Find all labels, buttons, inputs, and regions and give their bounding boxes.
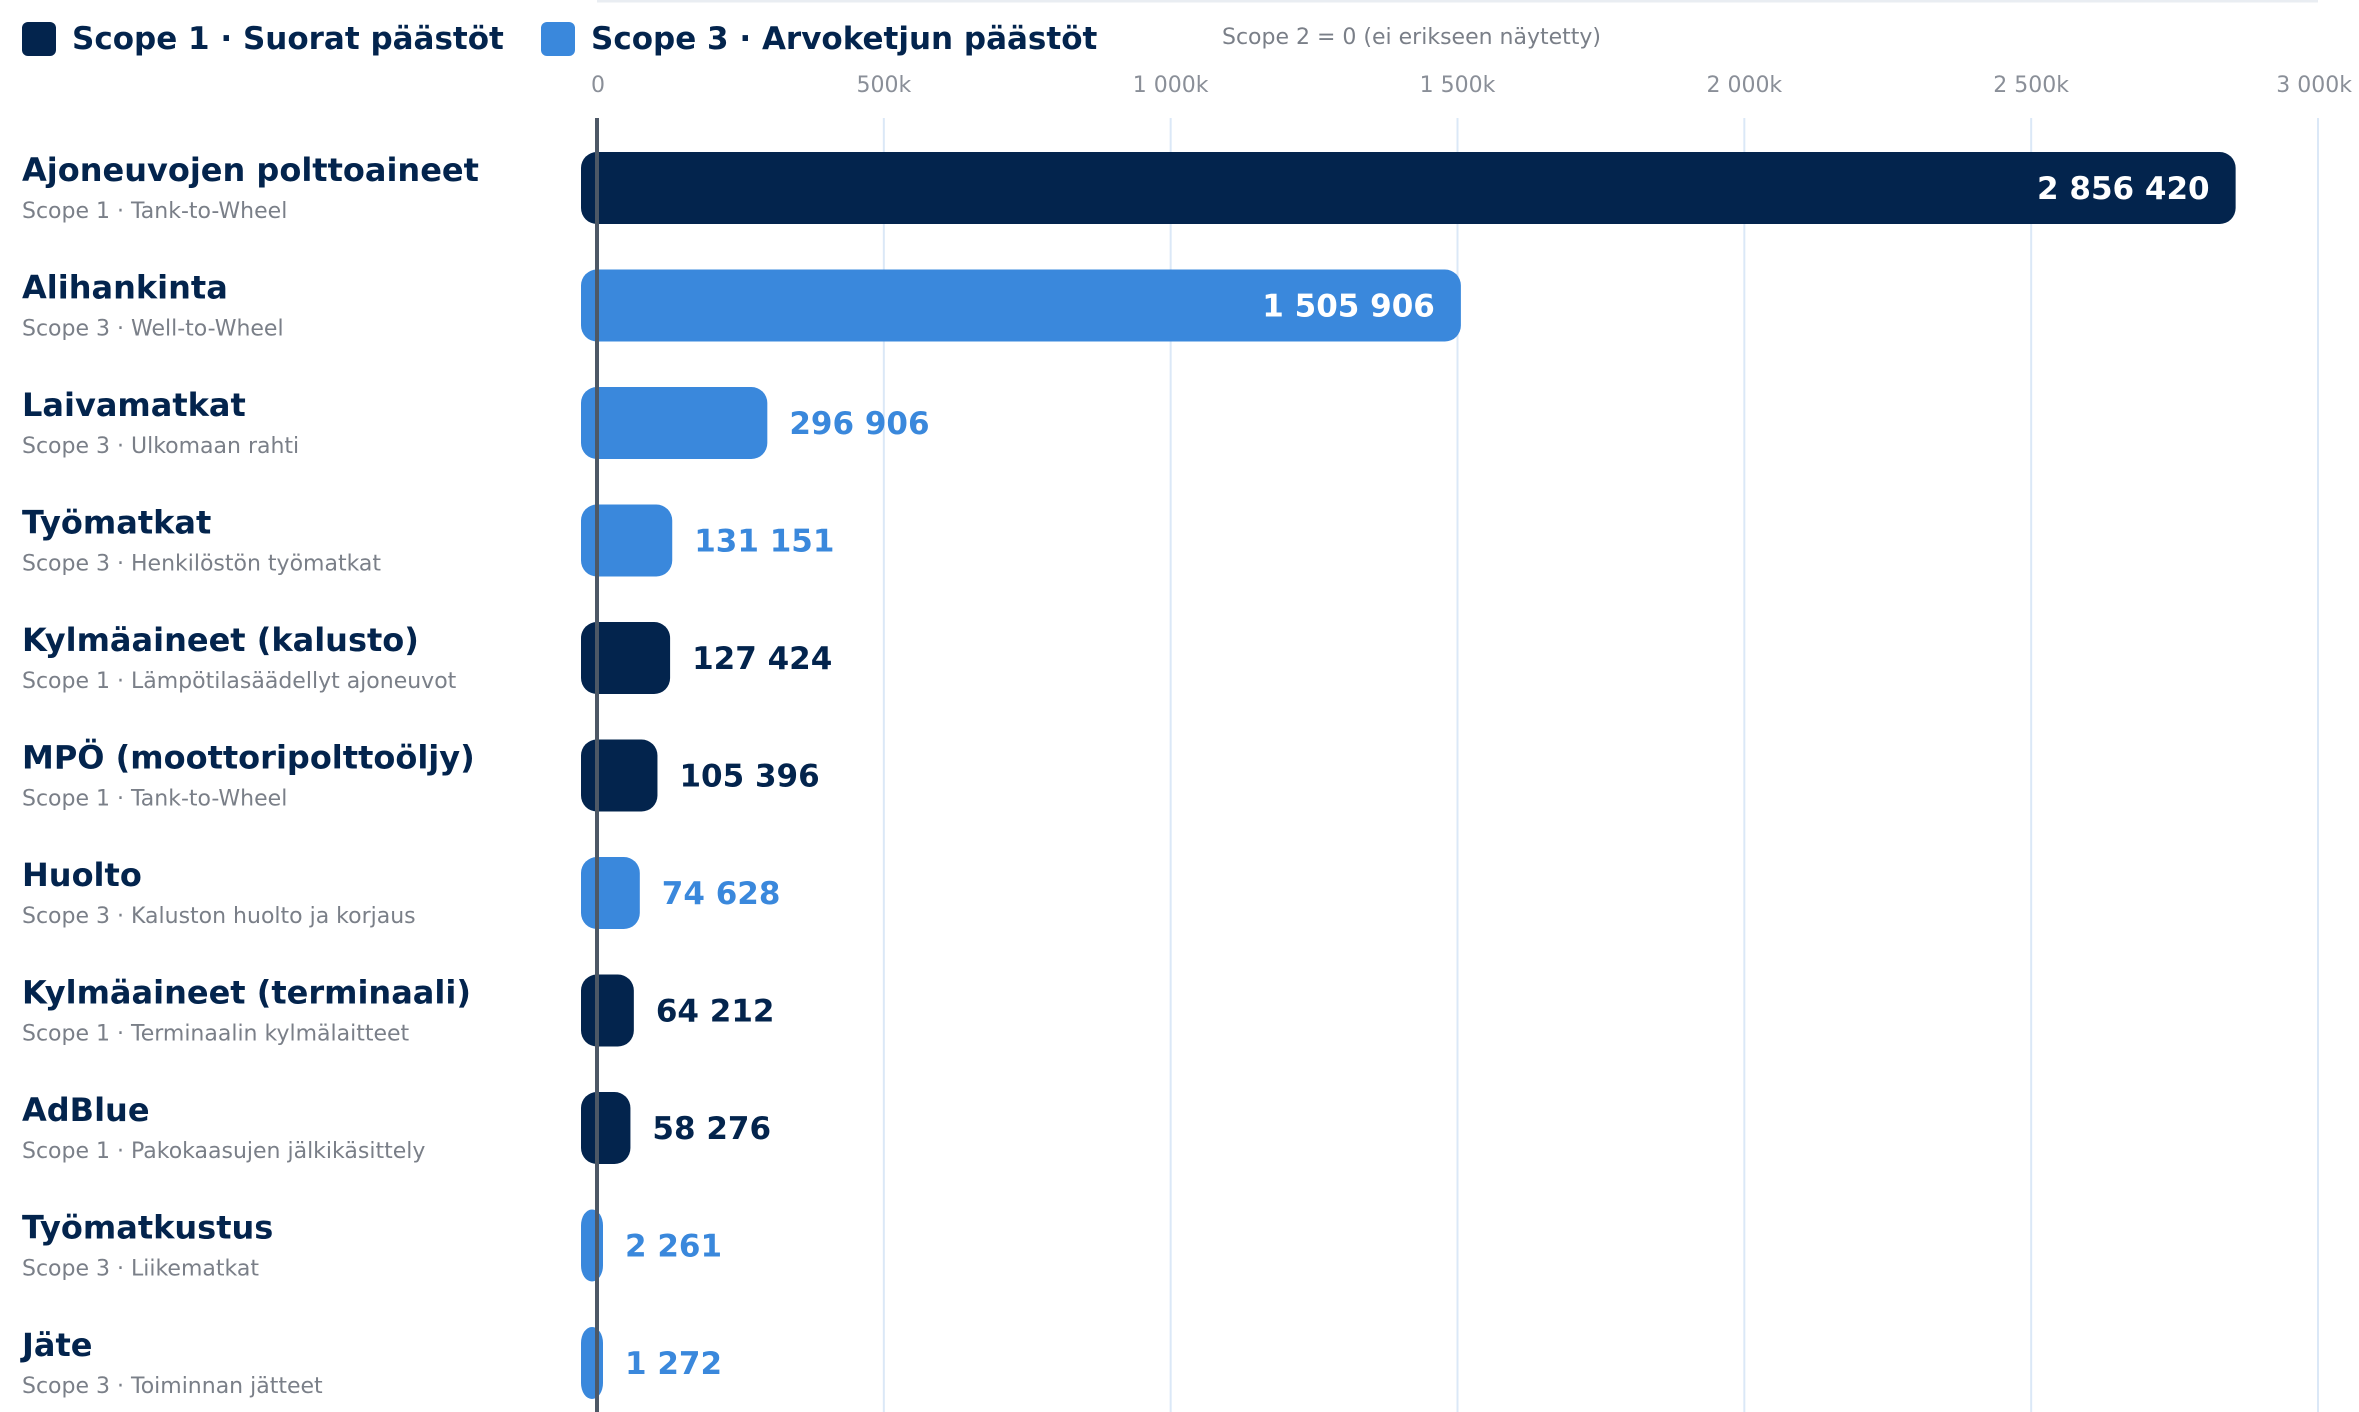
x-tick-label: 3 000k	[2276, 73, 2352, 98]
legend: Scope 1 · Suorat päästöt Scope 3 · Arvok…	[22, 21, 1601, 57]
bar	[581, 974, 634, 1047]
legend-swatch-scope3	[541, 22, 575, 56]
data-label: 1 272	[625, 1346, 722, 1382]
category-name: Kylmäaineet (kalusto)	[22, 621, 419, 659]
bars: 2 856 420 1 505 906 296 906 131 151 127 424 1…	[581, 152, 2236, 1399]
legend-swatch-scope1	[22, 22, 56, 56]
bar	[581, 504, 673, 577]
category-name: AdBlue	[22, 1091, 150, 1129]
bar	[581, 1327, 603, 1399]
category-subtitle: Scope 3 · Kaluston huolto ja korjaus	[22, 904, 416, 929]
x-tick-label: 500k	[856, 73, 911, 98]
bar	[581, 269, 1461, 342]
category-name: Kylmäaineet (terminaali)	[22, 974, 471, 1012]
legend-note: Scope 2 = 0 (ei erikseen näytetty)	[1222, 25, 1601, 50]
data-label: 64 212	[656, 994, 775, 1030]
category-name: Ajoneuvojen polttoaineet	[22, 151, 479, 189]
category-labels: Ajoneuvojen polttoaineet Scope 1 · Tank-t…	[20, 151, 479, 1399]
data-label: 1 505 906	[1262, 289, 1435, 325]
data-label: 2 261	[625, 1229, 722, 1265]
data-label: 105 396	[679, 759, 819, 795]
legend-label-scope1: Scope 1 · Suorat päästöt	[72, 21, 504, 57]
bar	[581, 1092, 631, 1164]
x-tick-label: 2 000k	[1706, 73, 1782, 98]
category-name: Työmatkustus	[22, 1209, 273, 1247]
data-label: 2 856 420	[2037, 171, 2210, 207]
category-name: MPÖ (moottoripolttoöljy)	[22, 739, 475, 777]
legend-label-scope3: Scope 3 · Arvoketjun päästöt	[591, 21, 1098, 57]
x-tick-label: 2 500k	[1993, 73, 2069, 98]
category-name: Laivamatkat	[22, 386, 246, 424]
category-subtitle: Scope 3 · Toiminnan jätteet	[22, 1374, 323, 1399]
data-label: 58 276	[652, 1111, 771, 1147]
category-name: Alihankinta	[22, 269, 228, 307]
bar	[581, 152, 2236, 224]
category-name: Työmatkat	[22, 504, 211, 542]
x-axis-tick-labels: 0 500k 1 000k 1 500k 2 000k 2 500k 3 000k	[591, 73, 2352, 98]
category-subtitle: Scope 1 · Terminaalin kylmälaitteet	[22, 1022, 410, 1047]
category-name: Jäte	[20, 1326, 93, 1364]
category-subtitle: Scope 1 · Pakokaasujen jälkikäsittely	[22, 1139, 425, 1164]
data-label: 127 424	[692, 641, 832, 677]
category-subtitle: Scope 3 · Liikematkat	[22, 1257, 259, 1282]
category-name: Huolto	[22, 856, 142, 894]
category-subtitle: Scope 3 · Henkilöstön työmatkat	[22, 552, 381, 577]
category-subtitle: Scope 3 · Ulkomaan rahti	[22, 434, 299, 459]
x-tick-label: 1 500k	[1420, 73, 1496, 98]
bar	[581, 1209, 603, 1282]
category-subtitle: Scope 1 · Tank-to-Wheel	[22, 199, 287, 224]
data-label: 74 628	[662, 876, 781, 912]
data-label: 296 906	[789, 406, 929, 442]
x-tick-label: 1 000k	[1133, 73, 1209, 98]
bar	[581, 857, 640, 929]
category-subtitle: Scope 1 · Tank-to-Wheel	[22, 787, 287, 812]
bar	[581, 739, 658, 812]
bar	[581, 622, 671, 694]
data-label: 131 151	[694, 524, 834, 560]
category-subtitle: Scope 3 · Well-to-Wheel	[22, 317, 284, 342]
category-subtitle: Scope 1 · Lämpötilasäädellyt ajoneuvot	[22, 669, 457, 694]
bar	[581, 387, 768, 459]
x-tick-label: 0	[591, 73, 605, 98]
